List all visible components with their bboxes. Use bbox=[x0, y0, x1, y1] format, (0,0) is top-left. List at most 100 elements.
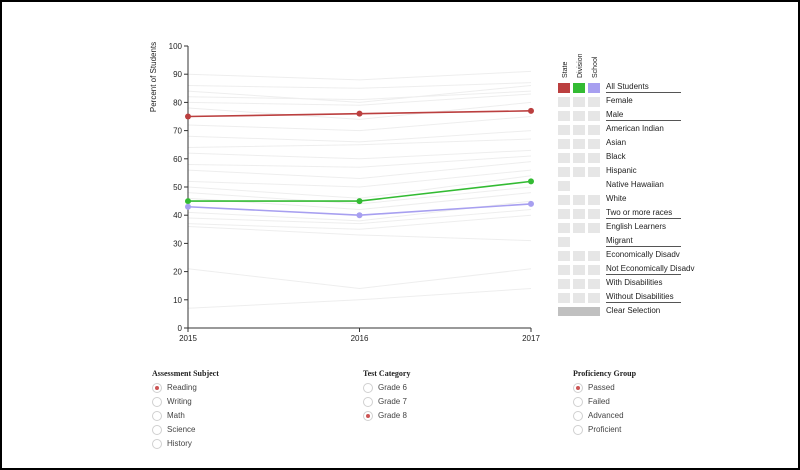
radio-button[interactable] bbox=[363, 383, 373, 393]
clear-selection-row[interactable]: Clear Selection bbox=[556, 305, 696, 319]
legend-swatch-state[interactable] bbox=[558, 111, 570, 121]
legend-row-label[interactable]: Black bbox=[606, 152, 626, 161]
radio-button[interactable] bbox=[573, 425, 583, 435]
legend-swatch-division[interactable] bbox=[573, 223, 585, 233]
legend-swatch-state[interactable] bbox=[558, 209, 570, 219]
legend-swatch-state[interactable] bbox=[558, 125, 570, 135]
filter-option-math[interactable]: Math bbox=[152, 410, 219, 424]
legend-swatch-division[interactable] bbox=[573, 139, 585, 149]
legend-row-label[interactable]: American Indian bbox=[606, 124, 664, 133]
series-2 bbox=[185, 178, 534, 205]
legend-row-label[interactable]: All Students bbox=[606, 82, 681, 93]
legend-swatch-school[interactable] bbox=[588, 83, 600, 93]
legend-row-label[interactable]: Not Economically Disadv bbox=[606, 264, 695, 275]
legend-swatch-school[interactable] bbox=[588, 167, 600, 177]
legend-row-label[interactable]: Hispanic bbox=[606, 166, 637, 175]
legend-row-label[interactable]: With Disabilities bbox=[606, 278, 663, 287]
legend-swatch-school[interactable] bbox=[588, 111, 600, 121]
background-series-line bbox=[187, 209, 532, 225]
legend-swatch-school[interactable] bbox=[588, 251, 600, 261]
legend-swatch-school[interactable] bbox=[588, 293, 600, 303]
clear-selection-swatch[interactable] bbox=[558, 307, 600, 316]
radio-button[interactable] bbox=[152, 425, 162, 435]
legend-swatch-division[interactable] bbox=[573, 279, 585, 289]
legend-swatch-school[interactable] bbox=[588, 223, 600, 233]
legend-swatch-division[interactable] bbox=[573, 111, 585, 121]
background-series-line bbox=[187, 155, 532, 168]
legend-swatch-school[interactable] bbox=[588, 139, 600, 149]
filter-option-proficient[interactable]: Proficient bbox=[573, 424, 636, 438]
filter-option-writing[interactable]: Writing bbox=[152, 396, 219, 410]
radio-button[interactable] bbox=[152, 411, 162, 421]
filter-option-passed[interactable]: Passed bbox=[573, 382, 636, 396]
filter-option-grade-7[interactable]: Grade 7 bbox=[363, 396, 410, 410]
radio-button[interactable] bbox=[573, 397, 583, 407]
legend-swatch-state[interactable] bbox=[558, 293, 570, 303]
radio-button[interactable] bbox=[152, 439, 162, 449]
legend-swatch-division[interactable] bbox=[573, 293, 585, 303]
legend-swatch-school[interactable] bbox=[588, 195, 600, 205]
legend-swatch-school[interactable] bbox=[588, 97, 600, 107]
radio-label: Passed bbox=[588, 383, 615, 392]
legend-swatch-state[interactable] bbox=[558, 167, 570, 177]
filter-option-grade-8[interactable]: Grade 8 bbox=[363, 410, 410, 424]
legend-swatch-school[interactable] bbox=[588, 279, 600, 289]
legend-row-label[interactable]: Without Disabilities bbox=[606, 292, 681, 303]
legend-panel: State Division School All Students Female Mal… bbox=[556, 44, 696, 324]
legend-row-label[interactable]: White bbox=[606, 194, 627, 203]
legend-swatch-school[interactable] bbox=[588, 265, 600, 275]
legend-swatch-school[interactable] bbox=[588, 153, 600, 163]
legend-row-label[interactable]: Male bbox=[606, 110, 681, 121]
legend-swatch-state[interactable] bbox=[558, 265, 570, 275]
legend-swatch-division[interactable] bbox=[573, 167, 585, 177]
legend-row: Not Economically Disadv bbox=[556, 263, 696, 277]
legend-swatch-state[interactable] bbox=[558, 83, 570, 93]
filter-group-proficiency: Proficiency Group Passed Failed Advanced Pro… bbox=[573, 369, 636, 438]
legend-swatch-state[interactable] bbox=[558, 97, 570, 107]
legend-row: Hispanic bbox=[556, 165, 696, 179]
legend-swatch-division[interactable] bbox=[573, 265, 585, 275]
legend-swatch-division[interactable] bbox=[573, 83, 585, 93]
radio-button[interactable] bbox=[573, 383, 583, 393]
radio-button[interactable] bbox=[573, 411, 583, 421]
legend-swatch-school[interactable] bbox=[588, 125, 600, 135]
radio-button[interactable] bbox=[152, 383, 162, 393]
legend-swatch-state[interactable] bbox=[558, 223, 570, 233]
filter-option-grade-6[interactable]: Grade 6 bbox=[363, 382, 410, 396]
legend-row-label[interactable]: Migrant bbox=[606, 236, 681, 247]
legend-swatch-division[interactable] bbox=[573, 251, 585, 261]
y-tick-label: 80 bbox=[173, 98, 182, 107]
legend-row-label[interactable]: English Learners bbox=[606, 222, 667, 231]
legend-swatch-division[interactable] bbox=[573, 97, 585, 107]
legend-swatch-state[interactable] bbox=[558, 153, 570, 163]
legend-swatch-state[interactable] bbox=[558, 237, 570, 247]
radio-button[interactable] bbox=[152, 397, 162, 407]
legend-swatch-state[interactable] bbox=[558, 181, 570, 191]
clear-selection-button[interactable]: Clear Selection bbox=[606, 306, 661, 315]
legend-swatch-division[interactable] bbox=[573, 153, 585, 163]
legend-swatch-state[interactable] bbox=[558, 139, 570, 149]
legend-row-label[interactable]: Asian bbox=[606, 138, 627, 147]
data-point bbox=[528, 200, 534, 207]
legend-row-label[interactable]: Female bbox=[606, 96, 633, 105]
legend-swatch-division[interactable] bbox=[573, 125, 585, 135]
legend-row: Black bbox=[556, 151, 696, 165]
legend-header-label: School bbox=[592, 56, 599, 78]
legend-swatch-state[interactable] bbox=[558, 195, 570, 205]
legend-swatch-division[interactable] bbox=[573, 195, 585, 205]
legend-row-label[interactable]: Economically Disadv bbox=[606, 250, 680, 259]
background-series-line bbox=[187, 161, 532, 180]
filter-option-history[interactable]: History bbox=[152, 438, 219, 452]
radio-button[interactable] bbox=[363, 397, 373, 407]
filter-option-failed[interactable]: Failed bbox=[573, 396, 636, 410]
legend-swatch-division[interactable] bbox=[573, 209, 585, 219]
legend-swatch-state[interactable] bbox=[558, 279, 570, 289]
filter-option-science[interactable]: Science bbox=[152, 424, 219, 438]
legend-row-label[interactable]: Native Hawaiian bbox=[606, 180, 664, 189]
filter-option-advanced[interactable]: Advanced bbox=[573, 410, 636, 424]
legend-swatch-school[interactable] bbox=[588, 209, 600, 219]
radio-button[interactable] bbox=[363, 411, 373, 421]
legend-swatch-state[interactable] bbox=[558, 251, 570, 261]
filter-option-reading[interactable]: Reading bbox=[152, 382, 219, 396]
legend-row-label[interactable]: Two or more races bbox=[606, 208, 681, 219]
